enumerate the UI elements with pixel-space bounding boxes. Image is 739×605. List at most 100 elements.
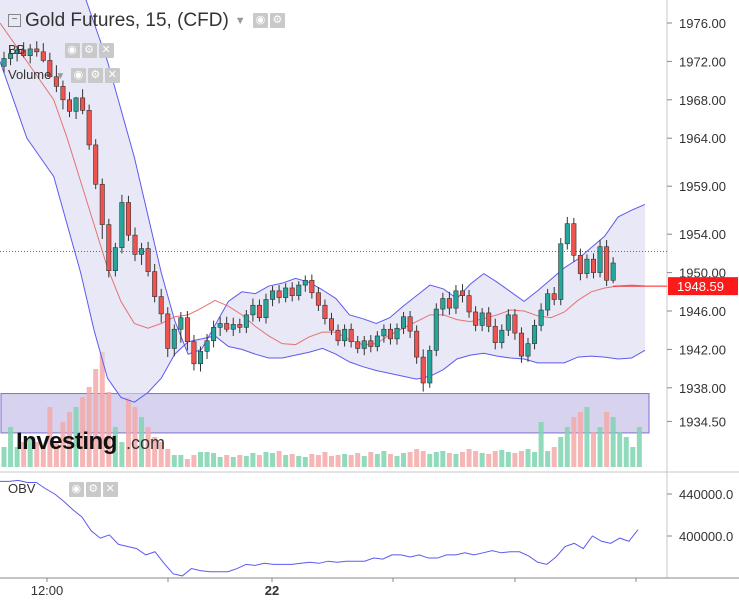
volume-bar: [407, 452, 413, 467]
candle: [283, 283, 289, 303]
volume-bar: [283, 455, 289, 467]
candle: [119, 194, 125, 254]
eye-icon[interactable]: ◉: [68, 482, 84, 498]
candle: [518, 327, 524, 363]
volume-bar: [630, 447, 636, 467]
candle-body: [119, 202, 125, 248]
candle: [21, 42, 27, 58]
candle-body: [374, 335, 380, 347]
candle-body: [551, 293, 557, 300]
candle-body: [99, 183, 105, 225]
indicator-obv[interactable]: OBV ◉ ⚙ ✕: [8, 481, 118, 498]
candle: [93, 139, 99, 190]
volume-bar: [453, 454, 459, 467]
candle: [270, 286, 276, 307]
candle: [139, 242, 145, 265]
close-icon[interactable]: ✕: [104, 68, 120, 84]
candle-body: [270, 290, 276, 300]
candle-body: [158, 296, 164, 315]
volume-bar: [623, 437, 629, 467]
gear-icon[interactable]: ⚙: [81, 43, 97, 59]
volume-bar: [8, 427, 14, 467]
candle: [86, 104, 92, 150]
volume-bar: [230, 457, 236, 467]
y-tick-label: 1959.00: [679, 179, 726, 194]
indicator-volume-label: Volume: [8, 67, 52, 82]
close-icon[interactable]: ✕: [102, 482, 118, 498]
chevron-down-icon[interactable]: ▼: [55, 71, 66, 82]
chart-header[interactable]: − Gold Futures, 15, (CFD) ▼ ◉ ⚙: [8, 10, 285, 32]
candle: [558, 238, 564, 306]
candle-body: [427, 350, 433, 384]
volume-bar: [505, 452, 511, 467]
volume-bar: [302, 457, 308, 467]
candle-body: [492, 326, 498, 343]
candles[interactable]: [1, 41, 616, 392]
current-price-tag: 1948.59: [668, 277, 738, 296]
x-tick-label: 22: [265, 583, 279, 598]
candle: [211, 320, 217, 348]
volume-bar: [446, 453, 452, 467]
candle: [512, 309, 518, 340]
close-icon[interactable]: ✕: [98, 43, 114, 59]
y-tick-label: 1950.00: [679, 266, 726, 281]
candle: [610, 257, 616, 284]
volume-bar: [53, 442, 59, 467]
volume-bar: [112, 427, 118, 467]
collapse-icon[interactable]: −: [8, 14, 21, 28]
watermark-suffix: .com: [126, 433, 165, 453]
candle-body: [165, 313, 171, 349]
candle: [1, 51, 7, 73]
volume-bar: [335, 455, 341, 467]
candle: [564, 216, 570, 250]
candle: [446, 291, 452, 315]
indicator-bb[interactable]: BB ◉ ⚙ ✕: [8, 42, 114, 59]
volume-bar: [60, 422, 66, 467]
candle: [302, 275, 308, 292]
volume-bar: [99, 352, 105, 467]
volume-bar: [263, 452, 269, 467]
obv-y-tick-label: 400000.0: [679, 529, 733, 544]
candle-body: [80, 97, 86, 111]
grid: [0, 0, 739, 579]
candle: [538, 303, 544, 332]
candle-body: [486, 312, 492, 327]
candle-body: [224, 323, 230, 330]
chevron-down-icon[interactable]: ▼: [234, 14, 246, 27]
volume-bar: [86, 387, 92, 467]
gear-icon[interactable]: ⚙: [85, 482, 101, 498]
candle-body: [283, 287, 289, 298]
volume-bar: [374, 454, 380, 467]
candle: [407, 311, 413, 338]
candle-body: [106, 224, 112, 271]
volume-bar: [381, 451, 387, 467]
candle: [387, 323, 393, 345]
candle: [453, 285, 459, 314]
candle-body: [237, 324, 243, 328]
volume-bar: [93, 369, 99, 467]
candle: [420, 349, 426, 392]
candle-body: [361, 340, 367, 349]
volume-bar: [401, 453, 407, 467]
candle: [401, 311, 407, 335]
eye-icon[interactable]: ◉: [252, 13, 268, 29]
candle-body: [577, 255, 583, 274]
candle-body: [211, 327, 217, 342]
eye-icon[interactable]: ◉: [70, 68, 86, 84]
candle: [571, 217, 577, 263]
candle: [577, 248, 583, 281]
volume-bar: [617, 432, 623, 467]
volume-bar: [34, 442, 40, 467]
gear-icon[interactable]: ⚙: [269, 13, 285, 29]
eye-icon[interactable]: ◉: [64, 43, 80, 59]
watermark-text: Investing: [16, 428, 117, 455]
candle: [394, 323, 400, 345]
current-price-tag-bg: [668, 277, 738, 296]
candle: [328, 312, 334, 335]
volume-bar: [276, 451, 282, 467]
candle-body: [243, 314, 249, 328]
gear-icon[interactable]: ⚙: [87, 68, 103, 84]
indicator-volume[interactable]: Volume ▼ ◉ ⚙ ✕: [8, 67, 120, 84]
